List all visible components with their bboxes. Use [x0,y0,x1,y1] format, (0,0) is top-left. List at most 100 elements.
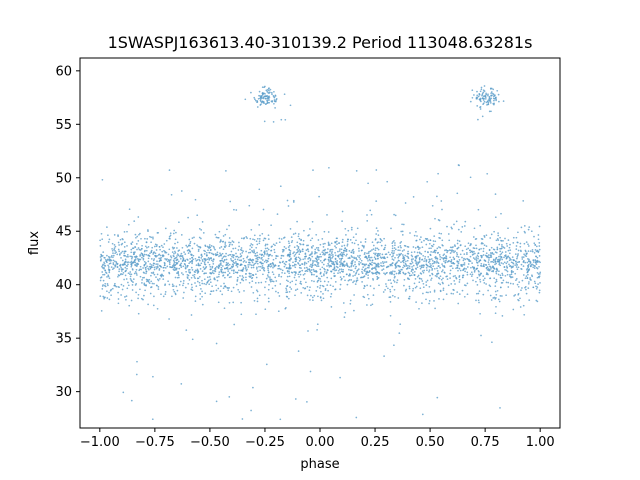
data-point [271,262,274,264]
data-point [391,250,394,252]
data-point [306,285,309,288]
data-point [193,270,196,273]
data-point [220,269,222,271]
data-point [531,250,534,253]
data-point [225,261,228,264]
data-point [385,266,388,269]
data-point [378,284,380,287]
data-point [508,252,511,255]
data-point [204,292,207,295]
data-point [410,251,413,254]
data-point [507,227,509,230]
data-point [471,254,474,256]
data-point [408,278,411,281]
data-point [259,269,261,272]
data-point [229,267,232,270]
data-point [458,278,461,281]
data-point [162,278,165,280]
data-point [394,242,396,244]
data-point [428,265,431,268]
data-point [408,272,411,275]
data-point [412,258,414,260]
data-point [199,268,202,270]
data-point [177,250,180,252]
data-point [510,273,513,276]
data-point [267,87,270,90]
data-point [298,266,301,269]
data-point [322,252,325,255]
data-point [493,103,495,106]
data-point [364,251,366,254]
data-point [399,245,402,247]
data-point [524,277,527,280]
data-point [410,270,413,273]
data-point [397,246,400,248]
data-point [494,216,497,219]
data-point [121,250,124,253]
data-point [507,249,510,252]
data-point [256,290,259,293]
data-point [339,288,341,290]
data-point [380,238,382,241]
data-point [292,201,295,203]
data-point [372,272,375,275]
data-point [256,243,259,246]
data-point [428,260,431,263]
data-point [168,318,170,320]
data-point [497,234,500,237]
data-point [177,260,180,263]
data-point [489,252,492,254]
data-point [479,108,482,110]
data-point [258,242,261,245]
data-point [317,263,319,266]
data-point [412,264,415,267]
data-point [106,276,108,278]
data-point [144,268,147,271]
data-point [469,273,472,276]
data-point [135,265,138,267]
data-point [349,299,352,302]
data-point [502,279,505,282]
data-point [538,289,541,292]
data-point [436,396,439,399]
data-point [376,278,379,281]
data-point [383,237,385,240]
data-point [354,283,357,285]
data-point [235,264,238,267]
data-point [161,250,164,253]
data-point [324,251,327,254]
data-point [269,88,272,91]
data-point [385,285,388,288]
data-point [371,303,374,306]
data-point [334,254,337,257]
data-point [449,252,452,254]
data-point [283,93,286,96]
data-point [466,251,468,254]
data-point [482,97,484,100]
data-point [112,252,114,254]
data-point [134,255,137,258]
data-point [228,272,231,274]
data-point [248,272,251,275]
data-point [395,272,398,275]
data-point [154,252,157,255]
data-point [108,262,111,265]
data-point [138,248,141,251]
data-point [397,297,400,299]
data-point [340,260,342,262]
data-point [492,270,495,273]
data-point [320,275,323,278]
data-point [402,255,405,258]
data-point [291,271,294,274]
data-point [431,273,434,276]
data-point [209,268,212,271]
data-point [200,237,202,240]
data-point [428,285,431,288]
data-point [475,247,478,250]
data-point [538,275,541,278]
data-point [463,262,466,264]
data-point [433,249,436,252]
data-point [130,260,133,263]
data-point [302,274,305,276]
data-point [536,261,539,263]
